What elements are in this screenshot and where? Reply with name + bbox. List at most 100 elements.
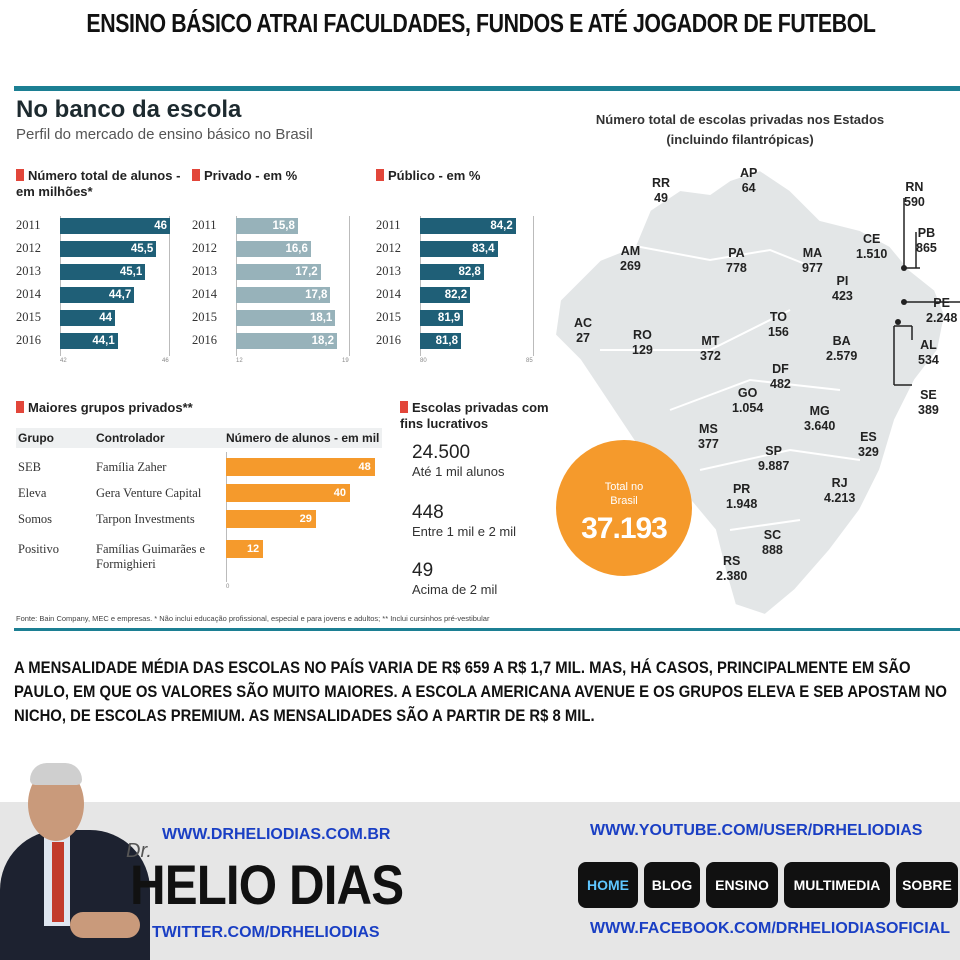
bar: 40 bbox=[226, 484, 350, 502]
map-title: Número total de escolas privadas nos Est… bbox=[595, 112, 885, 147]
state-to: TO 156 bbox=[768, 310, 789, 339]
state-mg: MG 3.640 bbox=[804, 404, 836, 433]
state-ma: MA 977 bbox=[802, 246, 823, 275]
year-label: 2011 bbox=[192, 218, 217, 232]
state-es: ES 329 bbox=[858, 430, 879, 459]
chart-publico-title: Público - em % bbox=[376, 168, 536, 184]
tick-label: 85 bbox=[526, 358, 533, 364]
state-ce: CE 1.510 bbox=[856, 232, 888, 261]
year-label: 2016 bbox=[16, 333, 41, 347]
year-label: 2013 bbox=[16, 264, 41, 278]
year-label: 2012 bbox=[376, 241, 401, 255]
bar: 17,8 bbox=[236, 287, 331, 303]
bar: 48 bbox=[226, 458, 375, 476]
tick-label: 19 bbox=[342, 358, 349, 364]
chart-plot-area bbox=[420, 216, 534, 356]
facebook-link[interactable]: WWW.FACEBOOK.COM/DRHELIODIASOFICIAL bbox=[590, 920, 950, 937]
lucrativas-title: Escolas privadas com fins lucrativos bbox=[400, 400, 549, 431]
bar: 44,7 bbox=[60, 287, 135, 303]
tick-label: 0 bbox=[226, 584, 230, 590]
dr-label: Dr. bbox=[126, 840, 152, 862]
group-controller: Tarpon Investments bbox=[96, 512, 195, 526]
bar: 82,8 bbox=[420, 264, 484, 280]
lucrativas-item-3: 49 Acima de 2 mil bbox=[412, 560, 497, 597]
chart-privado: 2011 15,8 2012 16,6 2013 17,2 2014 17,8 2015 18,1… bbox=[192, 216, 352, 368]
chart-grupos: Grupo Controlador Número de alunos - em mi… bbox=[16, 428, 386, 600]
year-label: 2014 bbox=[192, 287, 217, 301]
chart-publico: 2011 84,2 2012 83,4 2013 82,8 2014 82,2 2015 81,9… bbox=[376, 216, 536, 368]
nav-ensino-button[interactable]: ENSINO bbox=[706, 862, 778, 908]
tick-label: 12 bbox=[236, 358, 243, 364]
state-rs: RS 2.380 bbox=[716, 554, 748, 583]
group-name: Positivo bbox=[18, 542, 59, 556]
red-square-icon bbox=[376, 169, 384, 181]
year-label: 2011 bbox=[16, 218, 41, 232]
state-df: DF 482 bbox=[770, 362, 791, 391]
year-label: 2015 bbox=[376, 310, 401, 324]
state-se: SE 389 bbox=[918, 388, 939, 417]
chart-plot-area bbox=[236, 216, 350, 356]
twitter-link[interactable]: TWITTER.COM/DRHELIODIAS bbox=[152, 924, 380, 941]
bar: 17,2 bbox=[236, 264, 321, 280]
total-label: Total no Brasil bbox=[604, 481, 644, 507]
year-label: 2016 bbox=[376, 333, 401, 347]
lucrativas-item-2: 448 Entre 1 mil e 2 mil bbox=[412, 502, 516, 539]
state-sc: SC 888 bbox=[762, 528, 783, 557]
bar: 45,1 bbox=[60, 264, 146, 280]
year-label: 2015 bbox=[192, 310, 217, 324]
person-hair bbox=[30, 763, 82, 785]
bar: 83,4 bbox=[420, 241, 498, 257]
red-square-icon bbox=[400, 401, 408, 413]
state-mt: MT 372 bbox=[700, 334, 721, 363]
nav-blog-button[interactable]: BLOG bbox=[644, 862, 700, 908]
red-square-icon bbox=[16, 169, 24, 181]
group-controller: Gera Venture Capital bbox=[96, 486, 202, 500]
bar: 46 bbox=[60, 218, 170, 234]
year-label: 2011 bbox=[376, 218, 401, 232]
state-pe: PE 2.248 bbox=[926, 296, 958, 325]
group-controller: Famílias Guimarães e Formighieri bbox=[96, 542, 205, 571]
tick-label: 80 bbox=[420, 358, 427, 364]
table-header-cell: Controlador bbox=[96, 431, 165, 445]
chart-grupos-title: Maiores grupos privados** bbox=[16, 400, 316, 416]
nav-multimedia-button[interactable]: MULTIMEDIA bbox=[784, 862, 890, 908]
youtube-link[interactable]: WWW.YOUTUBE.COM/USER/DRHELIODIAS bbox=[590, 822, 923, 839]
state-ap: AP 64 bbox=[740, 166, 758, 195]
lucrativas-item-1: 24.500 Até 1 mil alunos bbox=[412, 442, 505, 479]
pointer-dot bbox=[901, 299, 907, 305]
year-label: 2014 bbox=[16, 287, 41, 301]
state-ro: RO 129 bbox=[632, 328, 653, 357]
tick-label: 42 bbox=[60, 358, 67, 364]
state-ac: AC 27 bbox=[574, 316, 593, 345]
group-name: Eleva bbox=[18, 486, 47, 500]
year-label: 2012 bbox=[16, 241, 41, 255]
nav-home-button[interactable]: HOME bbox=[578, 862, 638, 908]
bar: 29 bbox=[226, 510, 316, 528]
lucrativas-label: Até 1 mil alunos bbox=[412, 464, 505, 479]
chart-plot-area bbox=[60, 216, 170, 356]
lucrativas-label: Entre 1 mil e 2 mil bbox=[412, 524, 517, 539]
state-rj: RJ 4.213 bbox=[824, 476, 856, 505]
site-link[interactable]: WWW.DRHELIODIAS.COM.BR bbox=[162, 826, 391, 843]
person-photo bbox=[0, 830, 150, 960]
year-label: 2015 bbox=[16, 310, 41, 324]
total-brasil-circle: Total no Brasil 37.193 bbox=[556, 440, 692, 576]
nav-sobre-button[interactable]: SOBRE bbox=[896, 862, 958, 908]
state-pi: PI 423 bbox=[832, 274, 853, 303]
bar: 15,8 bbox=[236, 218, 298, 234]
state-pb: PB 865 bbox=[916, 226, 937, 255]
lucrativas-label: Acima de 2 mil bbox=[412, 582, 498, 597]
year-label: 2012 bbox=[192, 241, 217, 255]
chart-alunos-title: Número total de alunos - em milhões* bbox=[16, 168, 181, 199]
pointer-dot bbox=[901, 265, 907, 271]
state-am: AM 269 bbox=[620, 244, 641, 273]
body-text: A MENSALIDADE MÉDIA DAS ESCOLAS NO PAÍS … bbox=[14, 659, 947, 725]
tick-label: 46 bbox=[162, 358, 169, 364]
person-hands bbox=[70, 912, 140, 938]
state-rr: RR 49 bbox=[652, 176, 671, 205]
lucrativas-value: 49 bbox=[412, 560, 434, 581]
year-label: 2013 bbox=[192, 264, 217, 278]
source-note: Fonte: Bain Company, MEC e empresas. * N… bbox=[16, 614, 490, 623]
chart-alunos: 2011 46 2012 45,5 2013 45,1 2014 44,7 2015 44 2016… bbox=[16, 216, 174, 368]
year-label: 2013 bbox=[376, 264, 401, 278]
